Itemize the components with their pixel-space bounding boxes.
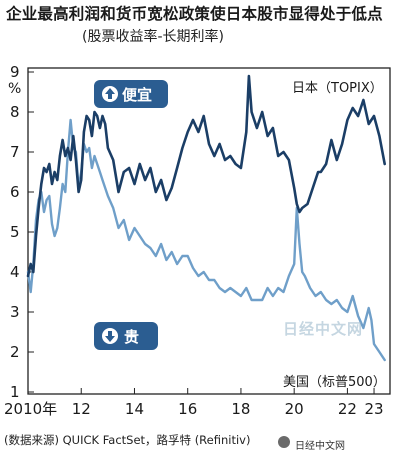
source-note: (数据来源) QUICK FactSet，路孚特 (Refinitiv) — [4, 433, 251, 447]
chart-title: 企业最高利润和货币宽松政策使日本股市显得处于低点 — [6, 5, 383, 23]
x-tick-label: 2010年 — [4, 400, 57, 418]
watermark-text: 日经中文网 — [283, 320, 364, 338]
down-arrow-glyph — [105, 331, 115, 342]
y-tick-label: 9 — [10, 63, 20, 81]
x-tick-label: 14 — [125, 400, 144, 418]
y-tick-label: 6 — [10, 183, 20, 201]
x-tick-label: 16 — [178, 400, 197, 418]
up-arrow-glyph — [105, 88, 115, 99]
x-tick-label: 18 — [231, 400, 250, 418]
y-tick-label: 7 — [10, 143, 20, 161]
y-tick-label: 8 — [10, 103, 20, 121]
series-line-japan — [26, 74, 387, 278]
y-tick-label: 3 — [10, 303, 20, 321]
cheap-badge: 便宜 — [94, 80, 168, 108]
x-tick-label: 22 — [338, 400, 357, 418]
y-tick-label: 4 — [10, 263, 20, 281]
y-tick-label: 1 — [10, 383, 20, 401]
chart-subtitle: (股票收益率-长期利率) — [82, 29, 224, 45]
cheap-badge-label: 便宜 — [122, 86, 152, 104]
y-axis-unit: % — [8, 81, 21, 97]
y-tick-label: 2 — [10, 343, 20, 361]
x-axis: 2010年 12 14 16 18 20 22 23 — [4, 388, 384, 418]
expensive-badge: 贵 — [94, 322, 158, 350]
series-label-japan: 日本（TOPIX） — [292, 81, 383, 96]
plot-frame — [27, 67, 391, 395]
y-tick-label: 5 — [10, 223, 20, 241]
expensive-badge-label: 贵 — [124, 328, 139, 346]
wechat-icon — [278, 436, 290, 448]
x-tick-label: 12 — [72, 400, 91, 418]
x-tick-label: 23 — [364, 400, 383, 418]
y-axis: 1 2 3 4 5 6 7 8 9 — [10, 63, 34, 401]
x-tick-label: 20 — [285, 400, 304, 418]
series-label-us: 美国（标普500） — [283, 375, 386, 390]
series-line-us — [26, 118, 386, 362]
watermark-corner: 日经中文网 — [295, 441, 345, 452]
